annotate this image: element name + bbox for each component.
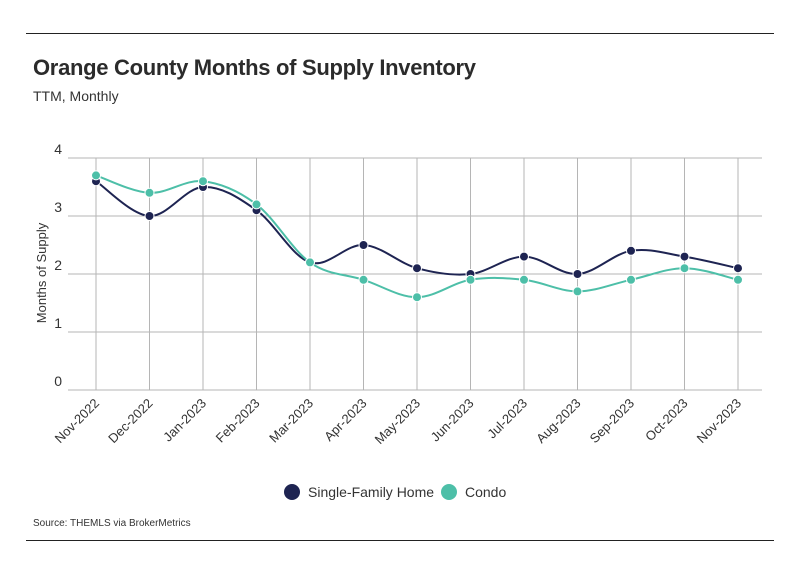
y-tick-label: 1 [54,315,62,331]
legend-marker-condo [441,484,457,500]
chart-title: Orange County Months of Supply Inventory [33,55,476,80]
legend-label-single-family: Single-Family Home [308,484,435,500]
bottom-rule [26,540,774,541]
data-point-condo [626,274,636,285]
data-point-condo [465,274,476,285]
y-tick-labels: 0 1 2 3 4 [54,141,62,389]
chart-subtitle: TTM, Monthly [33,88,119,104]
source-note: Source: THEMLS via BrokerMetrics [33,518,191,529]
y-tick-label: 0 [54,373,62,389]
data-point-condo [679,263,690,274]
data-point-condo [305,257,315,268]
data-point-single-family-home [144,211,155,221]
legend-label-condo: Condo [465,484,507,500]
x-tick-label: Feb-2023 [213,396,263,446]
data-point-condo [572,286,583,297]
x-tick-label: Sep-2023 [587,396,637,446]
data-point-condo [519,274,529,285]
y-tick-label: 4 [54,141,62,157]
data-point-condo [251,199,262,210]
x-tick-labels: Nov-2022 Dec-2022 Jan-2023 Feb-2023 Mar-2023… [52,396,744,447]
grid-layer [68,157,762,391]
series-layer [91,170,743,303]
data-point-condo [412,292,422,303]
x-tick-label: Aug-2023 [533,396,583,446]
y-tick-label: 3 [54,199,62,215]
legend-item-single-family: Single-Family Home [284,481,434,503]
data-point-single-family-home [519,251,529,262]
y-axis-label: Months of Supply [34,222,49,323]
legend-marker-single-family [284,484,300,500]
data-point-single-family-home [412,263,422,274]
x-tick-label: Mar-2023 [266,396,316,446]
x-tick-label: Dec-2022 [105,396,155,446]
data-point-single-family-home [572,269,583,279]
data-point-condo [358,274,369,285]
data-point-condo [198,176,208,187]
data-point-single-family-home [626,245,636,256]
x-tick-label: Jan-2023 [160,396,209,445]
data-point-condo [144,187,155,198]
data-point-condo [733,274,743,285]
x-tick-label: Jun-2023 [428,396,477,445]
data-point-single-family-home [358,240,369,250]
data-point-condo [91,170,101,181]
x-tick-label: Nov-2022 [52,396,102,446]
top-rule [26,33,774,34]
data-point-single-family-home [733,263,743,274]
x-tick-label: Jul-2023 [484,396,530,442]
legend-item-condo: Condo [441,481,506,503]
x-tick-label: Apr-2023 [321,396,369,444]
y-tick-label: 2 [54,257,62,273]
x-tick-label: Nov-2023 [694,396,744,446]
x-tick-label: Oct-2023 [642,396,690,444]
x-tick-label: May-2023 [372,396,423,447]
data-point-single-family-home [679,251,690,262]
